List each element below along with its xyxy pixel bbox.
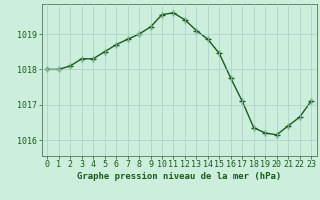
X-axis label: Graphe pression niveau de la mer (hPa): Graphe pression niveau de la mer (hPa) bbox=[77, 172, 281, 181]
